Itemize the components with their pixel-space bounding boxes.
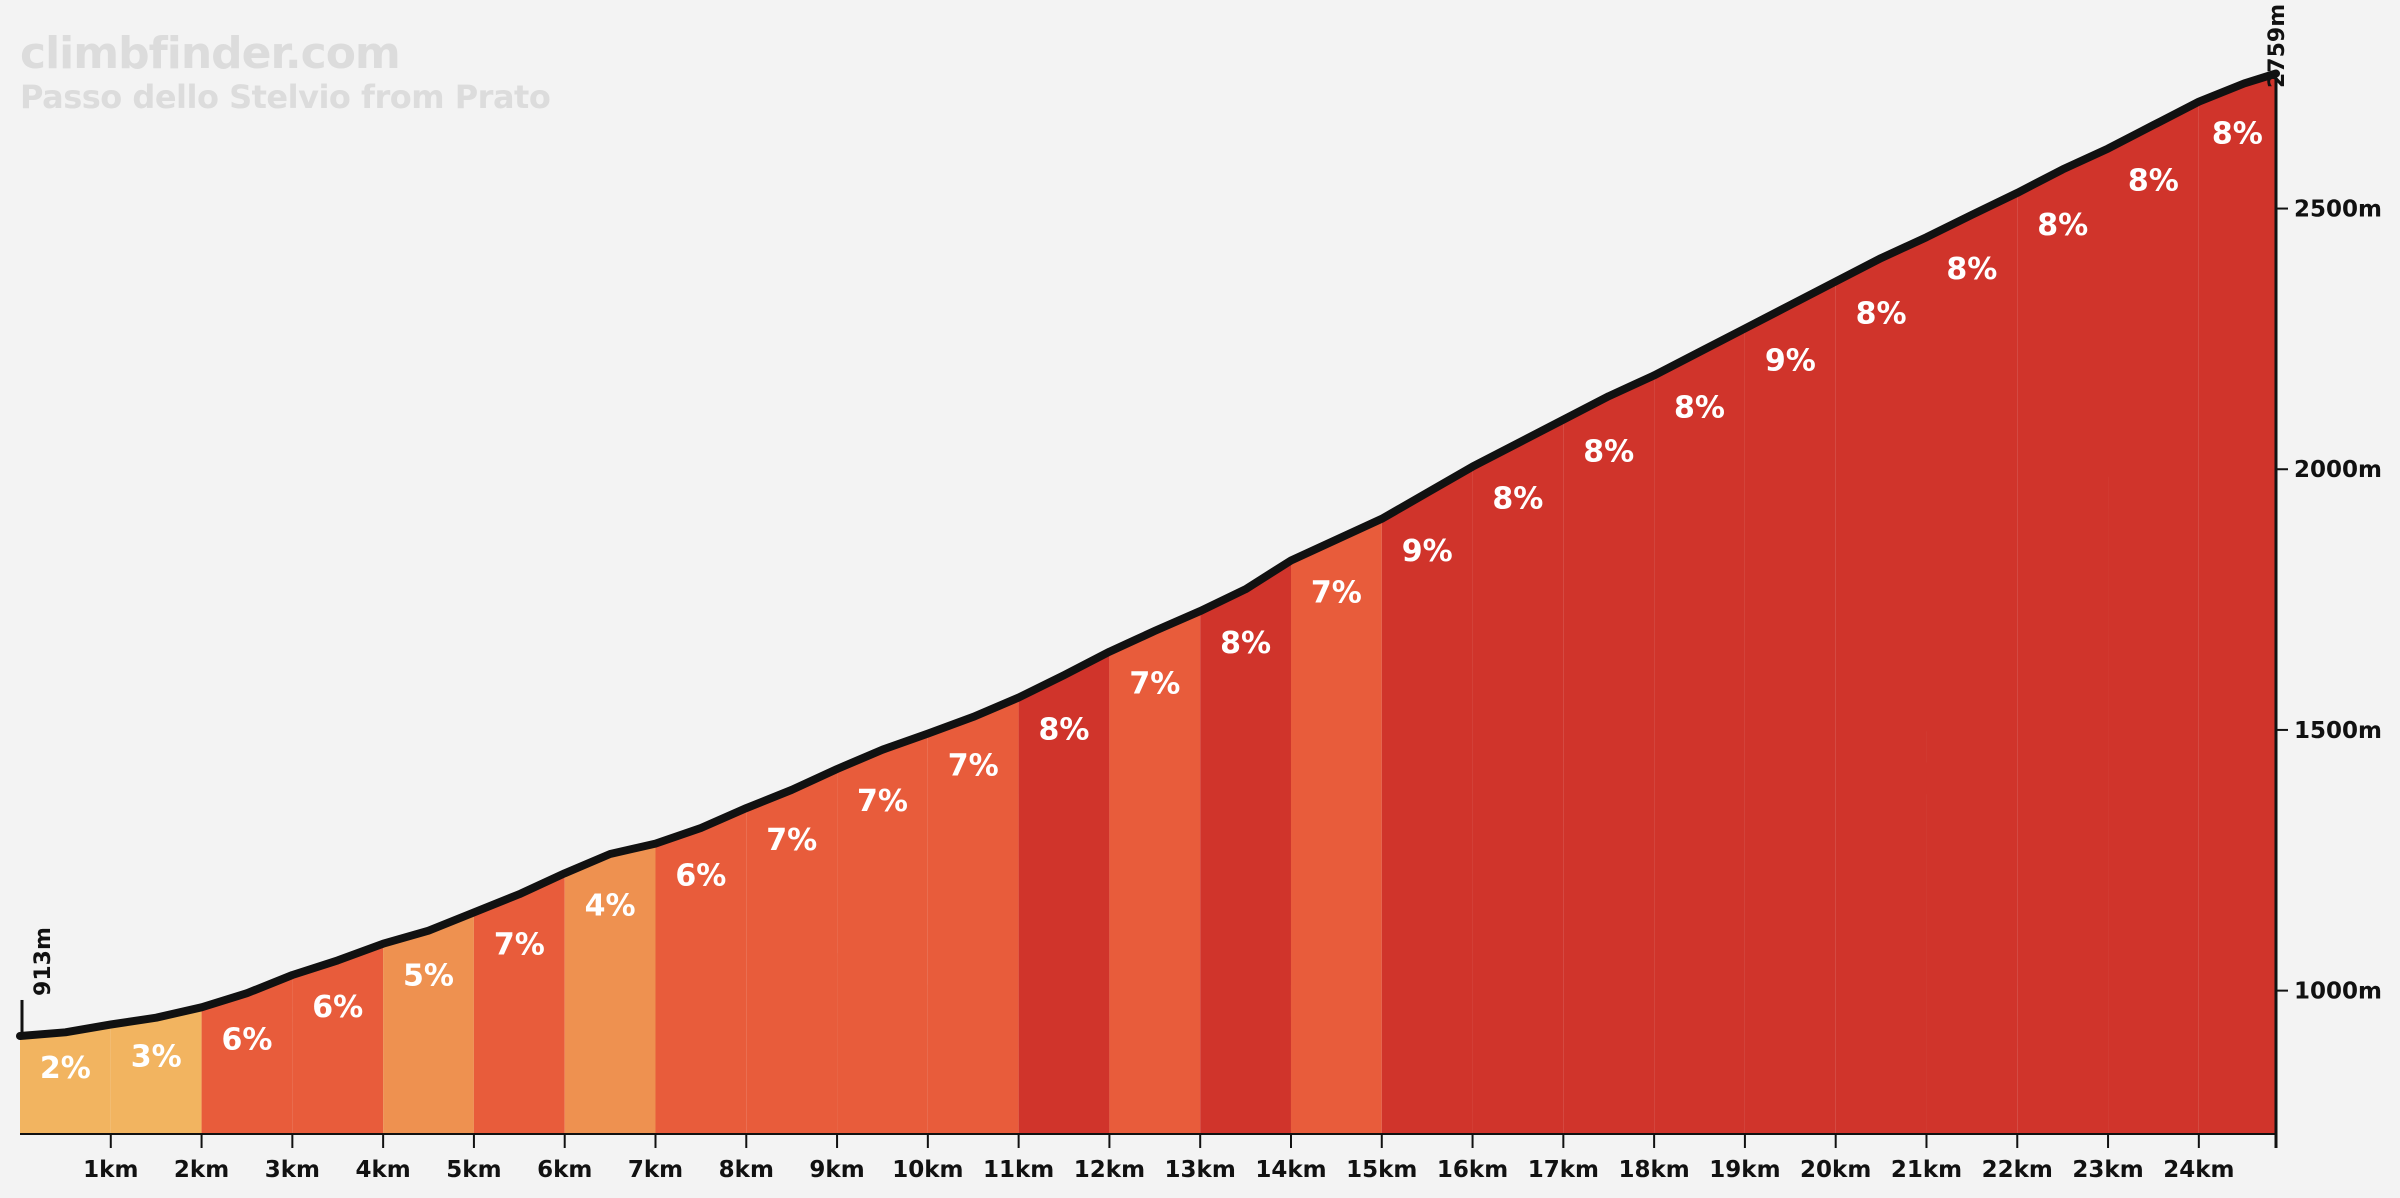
x-tick-label: 14km [1255, 1157, 1326, 1183]
gradient-segment [927, 697, 1019, 1134]
axes: 1km 2km 3km 4km 5km 6km 7km 8km 9km 10km 11km 12km 1… [20, 4, 2382, 1183]
gradient-segment [201, 975, 293, 1134]
x-tick-label: 19km [1709, 1157, 1780, 1183]
x-tick-label: 20km [1800, 1157, 1871, 1183]
gradient-label: 7% [766, 823, 817, 858]
gradient-label: 7% [948, 749, 999, 784]
gradient-segment [473, 873, 565, 1134]
gradient-segment [746, 769, 838, 1134]
gradient-segment [1018, 651, 1110, 1134]
x-tick-label: 22km [1982, 1157, 2053, 1183]
x-tick-label: 2km [174, 1157, 229, 1183]
gradient-segment [564, 843, 656, 1134]
x-tick-label: 15km [1346, 1157, 1417, 1183]
profile-line-group [16, 69, 2280, 1040]
x-tick-label: 17km [1528, 1157, 1599, 1183]
x-tick-label: 4km [356, 1157, 411, 1183]
x-tick-label: 16km [1437, 1157, 1508, 1183]
gradient-segment [1290, 518, 1382, 1134]
gradient-label: 8% [1492, 482, 1543, 517]
gradient-label: 6% [222, 1022, 273, 1057]
gradient-label: 8% [2212, 117, 2263, 152]
gradient-label: 8% [1946, 252, 1997, 287]
y-tick-label: 2000m [2294, 457, 2382, 483]
gradient-segment [2017, 148, 2109, 1135]
gradient-segment [1835, 237, 1927, 1134]
gradient-segment [292, 943, 384, 1134]
x-tick-label: 7km [628, 1157, 683, 1183]
gradient-label: 6% [312, 990, 363, 1025]
gradient-label: 8% [1856, 297, 1907, 332]
x-tick-label: 10km [892, 1157, 963, 1183]
x-tick-label: 8km [719, 1157, 774, 1183]
climb-title: Passo dello Stelvio from Prato [20, 78, 551, 116]
gradient-segment [20, 1024, 111, 1134]
y-tick-label: 2500m [2294, 197, 2382, 223]
gradient-segment [1926, 192, 2018, 1134]
gradient-label: 4% [585, 888, 636, 923]
gradient-label: 5% [403, 959, 454, 994]
gradient-label: 7% [494, 927, 545, 962]
gradient-segment [110, 1007, 202, 1134]
gradient-label: 3% [131, 1040, 182, 1075]
gradient-labels: 2% 3% 6% 6% 5% 7% 4% 6% 7% 7% 7% 8% 7% 8% 7% 9% 8% 8% 8% 9%… [40, 117, 2263, 1086]
x-tick-label: 12km [1074, 1157, 1145, 1183]
gradient-label: 8% [1220, 626, 1271, 661]
gradient-label: 8% [2037, 208, 2088, 243]
gradient-segments [20, 73, 2276, 1135]
profile-line [16, 69, 2280, 1040]
y-tick-label: 1500m [2294, 718, 2382, 744]
gradient-segment [2198, 73, 2276, 1134]
gradient-segment [383, 912, 474, 1134]
y-tick-label: 1000m [2294, 979, 2382, 1005]
x-tick-label: 13km [1165, 1157, 1236, 1183]
gradient-label: 8% [1674, 390, 1725, 425]
end-elevation-label: 2759m [2265, 4, 2290, 88]
gradient-segment [2108, 101, 2199, 1135]
x-tick-label: 18km [1618, 1157, 1689, 1183]
gradient-segment [1109, 611, 1201, 1134]
x-tick-label: 21km [1891, 1157, 1962, 1183]
x-tick-label: 6km [537, 1157, 592, 1183]
gradient-segment [655, 808, 747, 1134]
gradient-label: 7% [1311, 576, 1362, 611]
x-tick-label: 1km [83, 1157, 138, 1183]
site-title: climbfinder.com [20, 28, 401, 79]
x-tick-label: 5km [446, 1157, 501, 1183]
gradient-segment [1200, 560, 1291, 1134]
gradient-segment [837, 733, 928, 1134]
gradient-label: 8% [2128, 164, 2179, 199]
x-tick-label: 11km [983, 1157, 1054, 1183]
gradient-segment [1563, 375, 1655, 1134]
gradient-label: 8% [1583, 435, 1634, 470]
x-tick-label: 24km [2163, 1157, 2234, 1183]
gradient-segment [1381, 466, 1473, 1135]
gradient-label: 8% [1039, 713, 1090, 748]
gradient-label: 2% [40, 1051, 91, 1086]
start-elevation-label: 913m [31, 927, 56, 996]
gradient-label: 7% [1129, 667, 1180, 702]
x-tick-label: 23km [2072, 1157, 2143, 1183]
gradient-segment [1744, 281, 1836, 1134]
gradient-segment [1654, 328, 1745, 1134]
gradient-label: 9% [1765, 344, 1816, 379]
gradient-label: 9% [1402, 534, 1453, 569]
x-tick-label: 9km [809, 1157, 864, 1183]
x-tick-label: 3km [265, 1157, 320, 1183]
gradient-label: 6% [675, 859, 726, 894]
gradient-label: 7% [857, 784, 908, 819]
gradient-segment [1472, 419, 1564, 1134]
